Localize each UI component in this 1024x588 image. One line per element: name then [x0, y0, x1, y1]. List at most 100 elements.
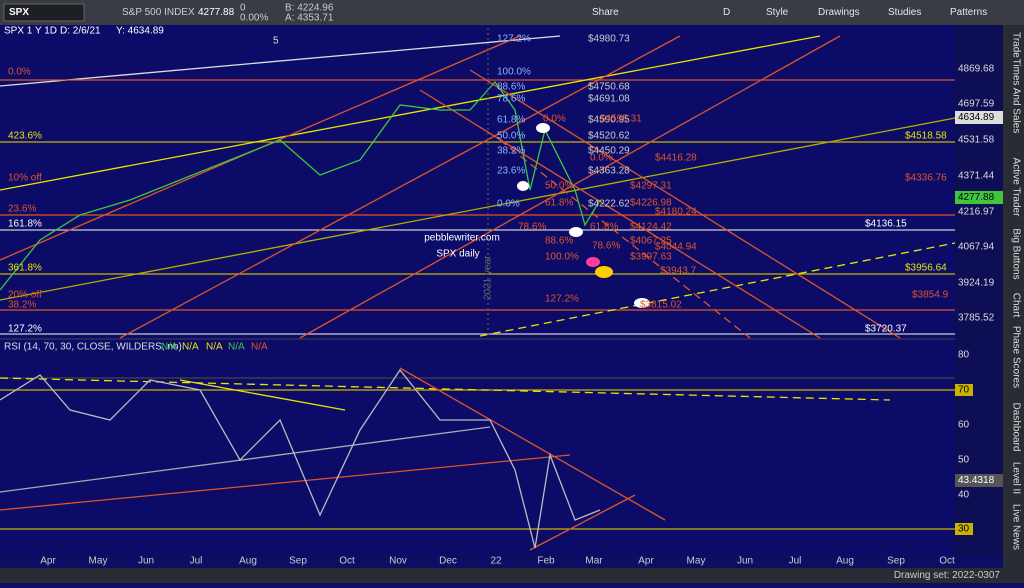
- toolbar: [0, 0, 1024, 25]
- marker: [634, 298, 650, 308]
- fib-label: 88.6%: [545, 236, 573, 247]
- fib-label: 50.0%: [545, 181, 573, 192]
- rsi-axis-label: 40: [958, 490, 970, 501]
- sidebar-tab[interactable]: Times And Sales: [1010, 59, 1021, 134]
- toolbar-button[interactable]: Drawings: [818, 7, 860, 18]
- watermark: 5: [273, 36, 279, 47]
- channel: [119, 35, 681, 339]
- bid: B: 4224.96: [285, 3, 334, 14]
- x-axis-label: Aug: [239, 556, 257, 567]
- marker: [595, 266, 613, 278]
- toolbar-button[interactable]: Share: [592, 7, 619, 18]
- fib-label: 78.6%: [518, 222, 546, 233]
- fib-label: 61.8%: [497, 115, 525, 126]
- watermark: pebblewriter.com: [424, 233, 500, 244]
- fib-label: 23.6%: [8, 204, 36, 215]
- fib-label: 78.6%: [592, 241, 620, 252]
- fib-price: $3815.02: [640, 300, 682, 311]
- fib-label: 88.6%: [497, 82, 525, 93]
- chart-header: SPX 1 Y 1D: [4, 26, 57, 37]
- fib-label: 100.0%: [497, 67, 531, 78]
- fib-label: 127.2%: [545, 294, 579, 305]
- toolbar-button[interactable]: Studies: [888, 7, 921, 18]
- fib-label: 23.6%: [497, 166, 525, 177]
- x-axis-label: Feb: [537, 556, 555, 567]
- channel: [499, 139, 751, 339]
- fib-price: $4336.76: [905, 173, 947, 184]
- fib-label: 38.2%: [497, 146, 525, 157]
- x-axis-label: Jul: [789, 556, 802, 567]
- fib-price: $4416.28: [655, 153, 697, 164]
- fib-price: $4450.29: [588, 146, 630, 157]
- sidebar-tab[interactable]: Active Trader: [1010, 158, 1021, 218]
- sidebar-tab[interactable]: Dashboard: [1010, 403, 1021, 452]
- price-tag: [955, 111, 1003, 124]
- x-axis-label: Apr: [40, 556, 56, 567]
- fib-label: 20% off: [8, 290, 42, 301]
- fib-label: 0.0%: [590, 153, 613, 164]
- chart-header: D: 2/6/21: [60, 26, 101, 37]
- sidebar-tab[interactable]: Big Buttons: [1010, 228, 1021, 279]
- fib-label: 100.0%: [545, 252, 579, 263]
- sidebar-tab[interactable]: Trade: [1010, 32, 1021, 58]
- fib-label: 10% off: [8, 173, 42, 184]
- fib-price: $4691.08: [588, 94, 630, 105]
- x-axis-label: Oct: [939, 556, 955, 567]
- rsi-axis-label: 60: [958, 420, 970, 431]
- fib-label: 38.2%: [8, 300, 36, 311]
- channel: [469, 69, 901, 339]
- fib-price: $4590.95: [588, 115, 630, 126]
- fib-price: $3854.9: [912, 290, 949, 301]
- price-axis-label: 4371.44: [958, 171, 995, 182]
- sidebar-tab[interactable]: Phase Scores: [1010, 326, 1021, 388]
- rsi-value: N/A: [228, 342, 245, 353]
- sidebar-tab[interactable]: Chart: [1010, 293, 1021, 318]
- toolbar-button[interactable]: Style: [766, 7, 789, 18]
- x-axis-label: Dec: [439, 556, 457, 567]
- price-tag-label: 4277.88: [958, 192, 995, 203]
- fib-price: $3956.64: [905, 263, 947, 274]
- fib-price: $4595.31: [600, 114, 642, 125]
- symbol-name: S&P 500 INDEX: [122, 7, 195, 18]
- rsi-trend: [179, 379, 346, 411]
- change: 0: [240, 3, 246, 14]
- x-axis-label: Mar: [585, 556, 603, 567]
- sidebar-tab[interactable]: Level II: [1010, 462, 1021, 494]
- price-axis-label: 3924.19: [958, 278, 995, 289]
- price-path: [0, 80, 601, 291]
- fib-label: 361.8%: [8, 263, 42, 274]
- fib-price: $3997.63: [630, 252, 672, 263]
- year-label: 2021 year: [483, 255, 494, 300]
- watermark: SPX daily: [436, 249, 479, 260]
- x-axis-label: Sep: [887, 556, 905, 567]
- symbol[interactable]: SPX: [9, 7, 29, 18]
- chart-header: Y: 4634.89: [116, 26, 164, 37]
- toolbar-button[interactable]: Patterns: [950, 7, 987, 18]
- x-axis-label: Jul: [190, 556, 203, 567]
- rsi-value: N/A: [182, 342, 199, 353]
- marker: [586, 257, 600, 267]
- symbol-box[interactable]: [3, 3, 85, 22]
- sidebar-tab[interactable]: Live News: [1010, 504, 1021, 550]
- rsi-value: N/A: [161, 342, 178, 353]
- fib-price: $4180.24: [655, 207, 697, 218]
- fib-label: 61.8%: [545, 198, 573, 209]
- rsi-value: N/A: [206, 342, 223, 353]
- x-axis-label: 22: [490, 556, 502, 567]
- ask: A: 4353.71: [285, 13, 334, 24]
- trendline: [0, 35, 561, 87]
- sidebar: [1003, 25, 1024, 583]
- x-axis-label: Jun: [138, 556, 154, 567]
- price-axis-label: 4216.97: [958, 207, 995, 218]
- x-axis-label: Sep: [289, 556, 307, 567]
- rsi-axis-label: 30: [958, 524, 970, 535]
- rsi-tag-label: 43.4318: [958, 475, 995, 486]
- toolbar-button[interactable]: D: [723, 7, 730, 18]
- fib-label: 0.0%: [497, 199, 520, 210]
- fib-price: $4520.62: [588, 131, 630, 142]
- rsi-trend: [0, 426, 491, 493]
- trendline: [0, 117, 956, 301]
- x-axis-label: Aug: [836, 556, 854, 567]
- x-axis-label: Nov: [389, 556, 407, 567]
